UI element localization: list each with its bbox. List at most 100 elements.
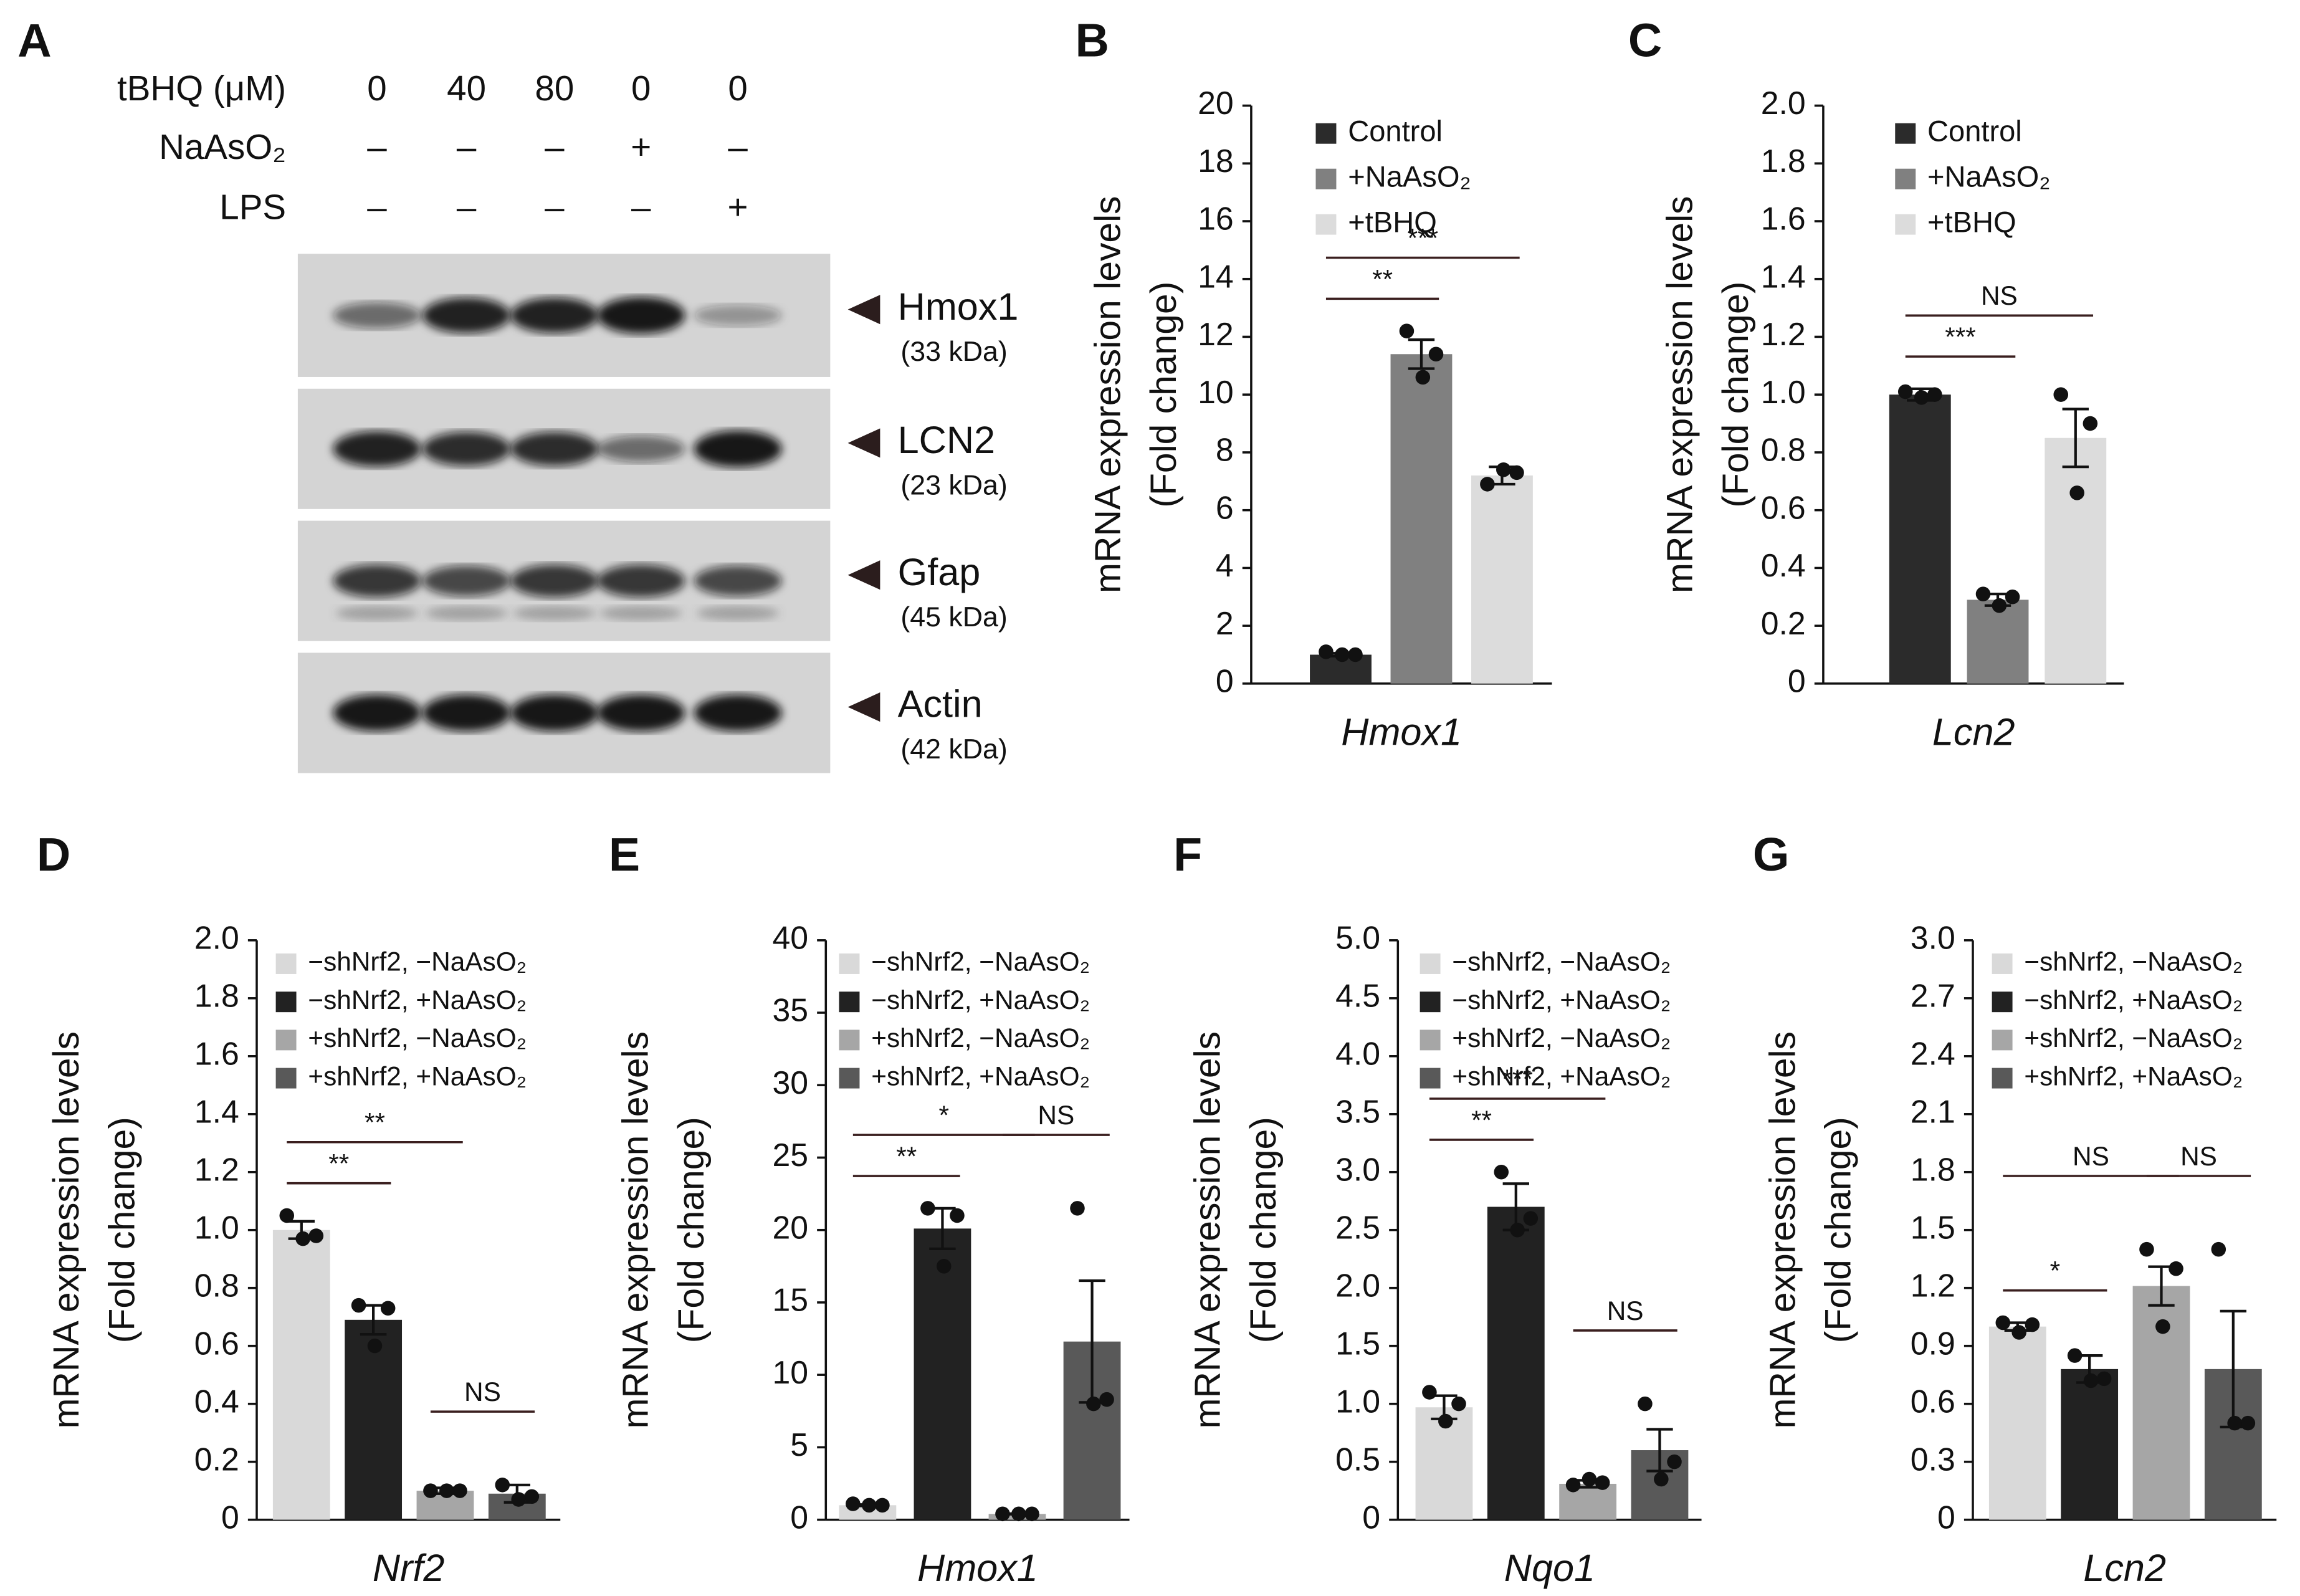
data-point — [2169, 1261, 2183, 1276]
y-tick-label: 4.5 — [1335, 977, 1380, 1013]
significance-label: * — [939, 1101, 950, 1130]
y-tick-label: 6 — [1216, 489, 1234, 525]
data-point — [1335, 647, 1350, 662]
arrowhead — [847, 692, 880, 722]
y-tick-label: 20 — [1198, 85, 1234, 121]
band — [422, 565, 511, 596]
data-point — [2069, 485, 2084, 500]
y-tick-label: 0.6 — [194, 1325, 239, 1361]
band-name: LCN2 — [898, 419, 995, 461]
y-axis-label: (Fold change) — [1143, 282, 1184, 508]
data-point — [1523, 1211, 1539, 1226]
significance-label: NS — [1981, 281, 2018, 310]
data-point — [920, 1201, 935, 1216]
y-axis-label: mRNA expression levels — [46, 1031, 87, 1429]
significance-label: ** — [1471, 1106, 1492, 1135]
band-name: Hmox1 — [898, 285, 1019, 328]
x-axis-label: Nrf2 — [373, 1547, 445, 1589]
y-tick-label: 18 — [1198, 143, 1234, 179]
y-tick-label: 2.0 — [1761, 85, 1806, 121]
data-point — [2025, 1317, 2040, 1332]
legend-label: −shNrf2, −NaAsO₂ — [871, 947, 1090, 977]
lane-value: – — [457, 188, 477, 227]
legend-label: −shNrf2, −NaAsO₂ — [308, 947, 527, 977]
y-axis-label: mRNA expression levels — [1659, 196, 1700, 593]
legend-label: −shNrf2, −NaAsO₂ — [1452, 947, 1671, 977]
data-point — [1595, 1475, 1610, 1490]
y-tick-label: 3.0 — [1911, 919, 1955, 955]
lane-value: – — [545, 127, 565, 166]
band-size: (23 kDa) — [900, 470, 1007, 500]
y-tick-label: 1.0 — [1761, 374, 1806, 410]
y-tick-label: 1.2 — [1911, 1267, 1955, 1303]
data-point — [1654, 1471, 1669, 1487]
bar — [914, 1228, 971, 1520]
data-point — [1319, 644, 1334, 659]
legend-swatch — [1895, 123, 1916, 144]
error-bar — [1408, 338, 1435, 370]
y-tick-label: 1.5 — [1335, 1325, 1380, 1361]
band — [694, 430, 782, 467]
x-axis-label: Lcn2 — [2083, 1547, 2166, 1589]
significance-label: ** — [365, 1108, 385, 1137]
band — [599, 606, 682, 621]
data-point — [1565, 1478, 1581, 1493]
data-point — [367, 1338, 383, 1354]
data-point — [1496, 462, 1511, 477]
band — [510, 564, 599, 598]
y-tick-label: 2.5 — [1335, 1209, 1380, 1245]
y-tick-label: 2.1 — [1911, 1093, 1955, 1129]
y-axis-label: mRNA expression levels — [1762, 1031, 1803, 1429]
y-tick-label: 4 — [1216, 547, 1234, 583]
y-tick-label: 0 — [1937, 1499, 1955, 1535]
y-axis-label: (Fold change) — [1243, 1117, 1284, 1343]
legend-swatch — [1895, 168, 1916, 189]
y-tick-label: 2 — [1216, 605, 1234, 641]
y-axis-label: mRNA expression levels — [1188, 1031, 1228, 1429]
lane-value: 40 — [447, 69, 486, 108]
band — [422, 431, 511, 466]
arrowhead — [847, 295, 880, 325]
y-tick-label: 0.9 — [1911, 1325, 1955, 1361]
band-size: (45 kDa) — [900, 602, 1007, 633]
legend-label: +shNrf2, +NaAsO₂ — [2024, 1061, 2243, 1091]
legend-swatch — [1315, 214, 1337, 235]
error-bar — [1646, 1428, 1673, 1473]
y-tick-label: 10 — [1198, 374, 1234, 410]
band — [510, 694, 599, 732]
significance-label: NS — [2180, 1142, 2217, 1171]
band — [333, 302, 421, 329]
y-tick-label: 14 — [1198, 258, 1234, 294]
y-tick-label: 1.8 — [1911, 1151, 1955, 1187]
data-point — [295, 1231, 310, 1246]
band — [336, 606, 418, 621]
significance-label: ** — [328, 1149, 349, 1178]
lane-value: – — [457, 127, 477, 166]
legend-label: Control — [1927, 115, 2022, 148]
y-tick-label: 2.0 — [1335, 1267, 1380, 1303]
lane-value: + — [631, 127, 651, 166]
legend-label: −shNrf2, +NaAsO₂ — [871, 985, 1090, 1015]
legend-label: +NaAsO₂ — [1348, 160, 1471, 193]
arrowhead — [847, 428, 880, 458]
band — [422, 694, 511, 732]
band — [597, 297, 685, 334]
y-tick-label: 0 — [790, 1499, 808, 1535]
y-tick-label: 2.4 — [1911, 1035, 1955, 1071]
band — [333, 694, 421, 732]
x-axis-label: Hmox1 — [1341, 710, 1462, 753]
y-tick-label: 0.2 — [194, 1441, 239, 1477]
y-tick-label: 0 — [1362, 1499, 1380, 1535]
data-point — [2083, 1373, 2099, 1388]
condition-label: tBHQ (μM) — [117, 69, 286, 108]
y-tick-label: 15 — [772, 1282, 808, 1318]
y-tick-label: 0.2 — [1761, 605, 1806, 641]
x-axis-label: Nqo1 — [1504, 1547, 1595, 1589]
data-point — [452, 1483, 467, 1498]
data-point — [950, 1208, 965, 1223]
y-axis-label: (Fold change) — [102, 1117, 143, 1343]
y-axis-label: (Fold change) — [1715, 282, 1756, 508]
y-tick-label: 16 — [1198, 201, 1234, 237]
significance-label: ** — [1372, 264, 1393, 294]
data-point — [1897, 384, 1913, 399]
